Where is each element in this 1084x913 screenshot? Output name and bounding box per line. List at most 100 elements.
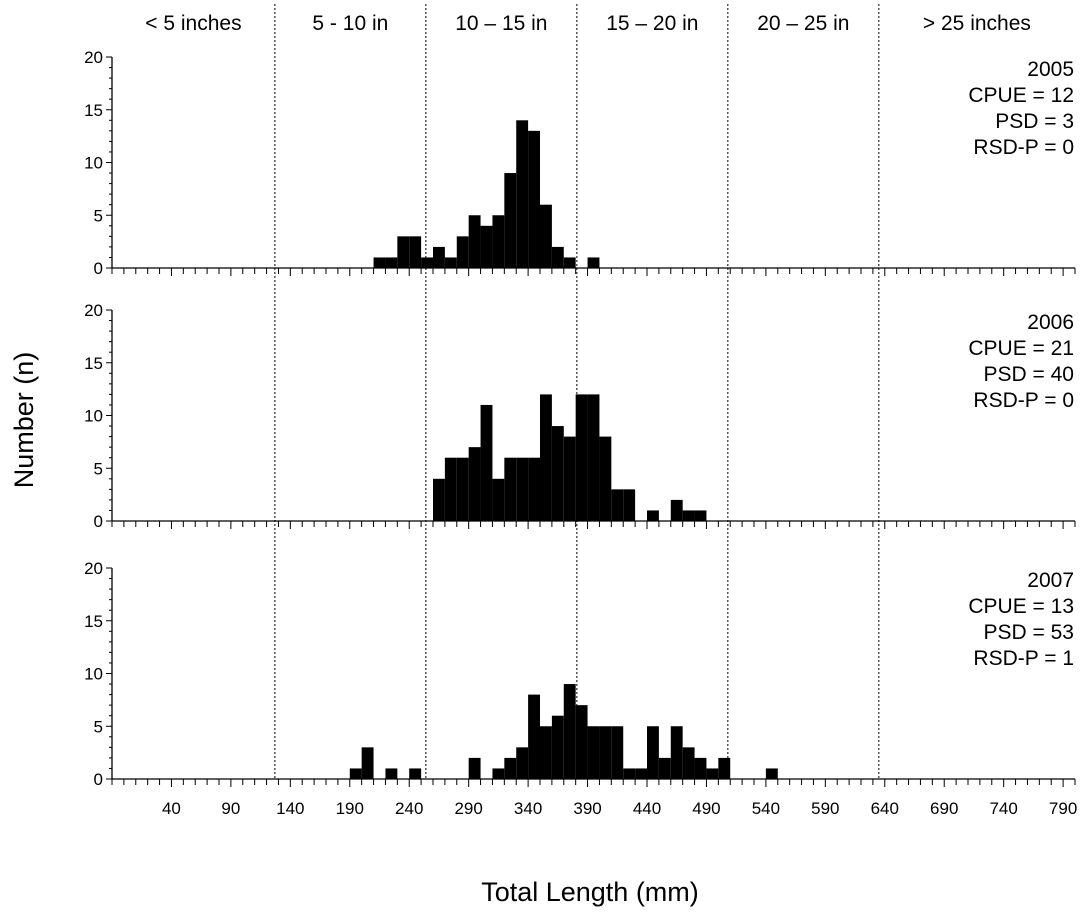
histogram-bar xyxy=(587,394,600,521)
histogram-bar xyxy=(444,257,457,268)
panel-stat-label: RSD-P = 0 xyxy=(973,389,1074,412)
histogram-bar xyxy=(575,705,588,779)
histogram-bar xyxy=(611,726,624,779)
x-tick-label: 390 xyxy=(573,799,601,818)
histogram-bar xyxy=(397,236,410,268)
histogram-bar xyxy=(540,726,552,779)
panel-stat-label: RSD-P = 0 xyxy=(973,136,1074,159)
histogram-bar xyxy=(765,768,778,779)
histogram-bar xyxy=(563,257,576,268)
histogram-bar xyxy=(516,457,529,521)
histogram-bar xyxy=(373,257,386,268)
x-tick-label: 90 xyxy=(221,799,240,818)
y-tick-label: 20 xyxy=(84,48,103,67)
panel-stat-label: CPUE = 13 xyxy=(968,595,1074,618)
histogram-bar xyxy=(563,684,576,779)
x-tick-label: 340 xyxy=(514,799,542,818)
panel-stat-label: PSD = 40 xyxy=(984,363,1074,386)
histogram-bar xyxy=(682,510,695,521)
size-class-label: > 25 inches xyxy=(923,12,1031,35)
panel-year-label: 2005 xyxy=(1027,58,1074,81)
histogram-bar xyxy=(635,768,647,779)
panel-year-label: 2007 xyxy=(1027,569,1074,592)
histogram-bar xyxy=(492,478,505,521)
histogram-bar xyxy=(433,478,445,521)
panel-stat-label: PSD = 3 xyxy=(995,110,1074,133)
histogram-bar xyxy=(540,204,552,268)
histogram-bar xyxy=(528,457,540,521)
x-tick-label: 540 xyxy=(752,799,780,818)
histogram-bar xyxy=(551,246,564,268)
histogram-bar xyxy=(456,457,469,521)
histogram-bar xyxy=(670,726,683,779)
histogram-bar xyxy=(480,404,493,521)
histogram-bar xyxy=(540,394,552,521)
x-tick-label: 640 xyxy=(871,799,899,818)
y-tick-label: 0 xyxy=(94,512,103,531)
histogram-bar xyxy=(718,757,731,779)
histogram-bar xyxy=(611,489,624,521)
histogram-bar xyxy=(575,394,588,521)
histogram-bar xyxy=(361,747,374,779)
panel-stat-label: PSD = 53 xyxy=(984,621,1074,644)
histogram-bar xyxy=(599,726,612,779)
histogram-bar xyxy=(694,757,707,779)
panel-stat-label: CPUE = 21 xyxy=(968,337,1074,360)
histogram-bar xyxy=(528,130,540,268)
x-tick-label: 690 xyxy=(930,799,958,818)
histogram-bar xyxy=(504,457,517,521)
size-class-label: 20 – 25 in xyxy=(757,12,849,35)
histogram-bar xyxy=(385,768,398,779)
y-tick-label: 5 xyxy=(94,717,103,736)
histogram-bar xyxy=(516,120,529,268)
histogram-bar xyxy=(623,489,636,521)
panel-2006: 0 5 10 15 20 2006 CPUE = 21 PSD = 40 RSD-P = 0 xyxy=(84,301,1076,531)
histogram-bar xyxy=(599,436,612,521)
histogram-bar xyxy=(492,768,505,779)
x-tick-label: 290 xyxy=(454,799,482,818)
panel-stat-label: RSD-P = 1 xyxy=(973,647,1074,670)
x-tick-labels: 40 90 140 190 240 290 340 390 440 490 540 590 640 690… xyxy=(162,799,1077,818)
size-class-dividers xyxy=(274,4,880,779)
y-tick-label: 15 xyxy=(84,354,103,373)
size-class-labels: < 5 inches 5 - 10 in 10 – 15 in 15 – 20 in 2… xyxy=(145,12,1031,35)
histogram-bar xyxy=(433,246,445,268)
x-tick-label: 740 xyxy=(989,799,1017,818)
size-class-label: < 5 inches xyxy=(145,12,241,35)
histogram-bar xyxy=(504,757,517,779)
y-tick-label: 10 xyxy=(84,154,103,173)
histogram-bar xyxy=(444,457,457,521)
y-tick-label: 20 xyxy=(84,559,103,578)
histogram-bar xyxy=(385,257,398,268)
x-tick-label: 190 xyxy=(336,799,364,818)
size-class-label: 15 – 20 in xyxy=(606,12,698,35)
y-tick-label: 0 xyxy=(94,770,103,789)
histogram-bar xyxy=(456,236,469,268)
x-tick-label: 790 xyxy=(1049,799,1077,818)
histogram-bar xyxy=(682,747,695,779)
x-axis-title: Total Length (mm) xyxy=(481,877,699,907)
size-class-label: 5 - 10 in xyxy=(312,12,388,35)
x-tick-label: 40 xyxy=(162,799,181,818)
y-tick-label: 15 xyxy=(84,101,103,120)
histogram-bar xyxy=(694,510,707,521)
histogram-bar xyxy=(623,768,636,779)
y-tick-label: 20 xyxy=(84,301,103,320)
panel-2005: 0 5 10 15 20 2005 CPUE = 12 PSD = 3 RSD-P = 0 xyxy=(84,48,1076,278)
y-axis-title: Number (n) xyxy=(9,352,39,489)
histogram-bar xyxy=(706,768,719,779)
histogram-bar xyxy=(409,236,422,268)
y-tick-label: 15 xyxy=(84,612,103,631)
histogram-bar xyxy=(587,257,600,268)
panel-2007: 0 5 10 15 20 2007 CPUE = 13 PSD = 53 RSD-P = 1 xyxy=(84,559,1076,789)
histogram-bar xyxy=(647,510,659,521)
histogram-bar xyxy=(504,173,517,268)
histogram-bar xyxy=(480,225,493,268)
histogram-bar xyxy=(468,757,481,779)
x-tick-label: 440 xyxy=(633,799,661,818)
histogram-bar xyxy=(551,426,564,521)
histogram-bar xyxy=(468,447,481,521)
size-class-label: 10 – 15 in xyxy=(455,12,547,35)
